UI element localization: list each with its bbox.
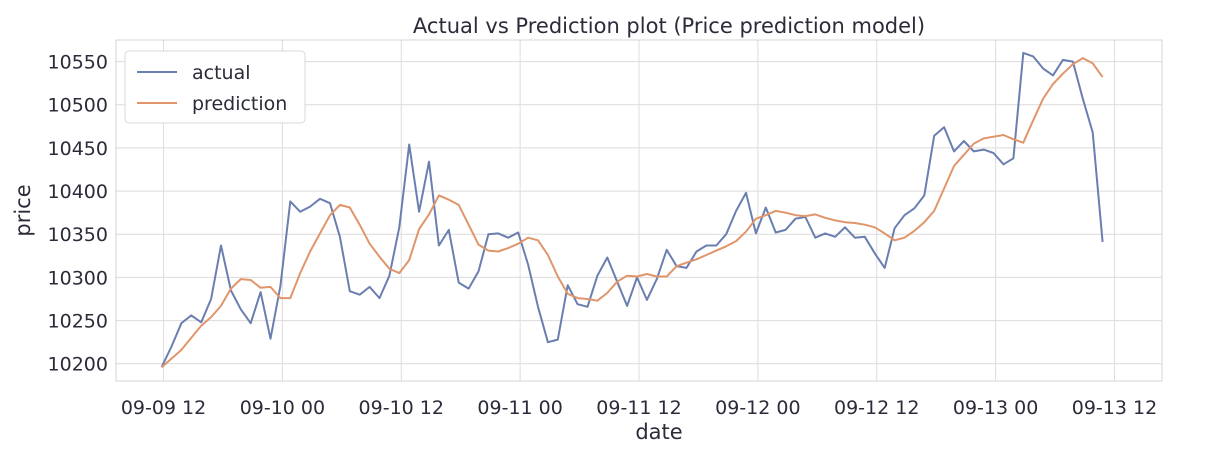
x-tick-label: 09-12 00 [715, 397, 800, 419]
y-tick-label: 10400 [48, 181, 108, 203]
series-line-prediction [160, 57, 1104, 368]
legend-label-prediction: prediction [192, 93, 287, 115]
x-tick-label: 09-13 12 [1072, 397, 1157, 419]
x-tick-label: 09-10 00 [240, 397, 325, 419]
x-tick-label: 09-09 12 [121, 397, 206, 419]
x-axis-ticks: 09-09 12 09-10 00 09-10 12 09-11 00 09-11 12… [121, 397, 1157, 419]
legend-label-actual: actual [192, 62, 251, 84]
y-tick-label: 10500 [48, 95, 108, 117]
legend-box [124, 50, 306, 124]
y-tick-label: 10250 [48, 311, 108, 333]
chart-title: Actual vs Prediction plot (Price predict… [413, 14, 925, 38]
y-tick-label: 10200 [48, 354, 108, 376]
x-tick-label: 09-11 00 [477, 397, 562, 419]
x-tick-label: 09-10 12 [359, 397, 444, 419]
legend: actual prediction [124, 50, 306, 124]
y-tick-label: 10300 [48, 267, 108, 289]
x-tick-label: 09-11 12 [596, 397, 681, 419]
x-tick-label: 09-13 00 [953, 397, 1038, 419]
plot-series [160, 51, 1104, 368]
x-tick-label: 09-12 12 [834, 397, 919, 419]
y-tick-label: 10550 [48, 52, 108, 74]
y-tick-label: 10350 [48, 224, 108, 246]
y-tick-label: 10450 [48, 138, 108, 160]
grid [116, 40, 1162, 381]
plot-frame [115, 39, 1163, 382]
y-axis-ticks: 10200 10250 10300 10350 10400 10450 10500 10550 [48, 52, 108, 376]
series-line-actual [160, 51, 1104, 368]
x-axis-label: date [635, 420, 682, 444]
y-axis-label: price [11, 184, 35, 236]
